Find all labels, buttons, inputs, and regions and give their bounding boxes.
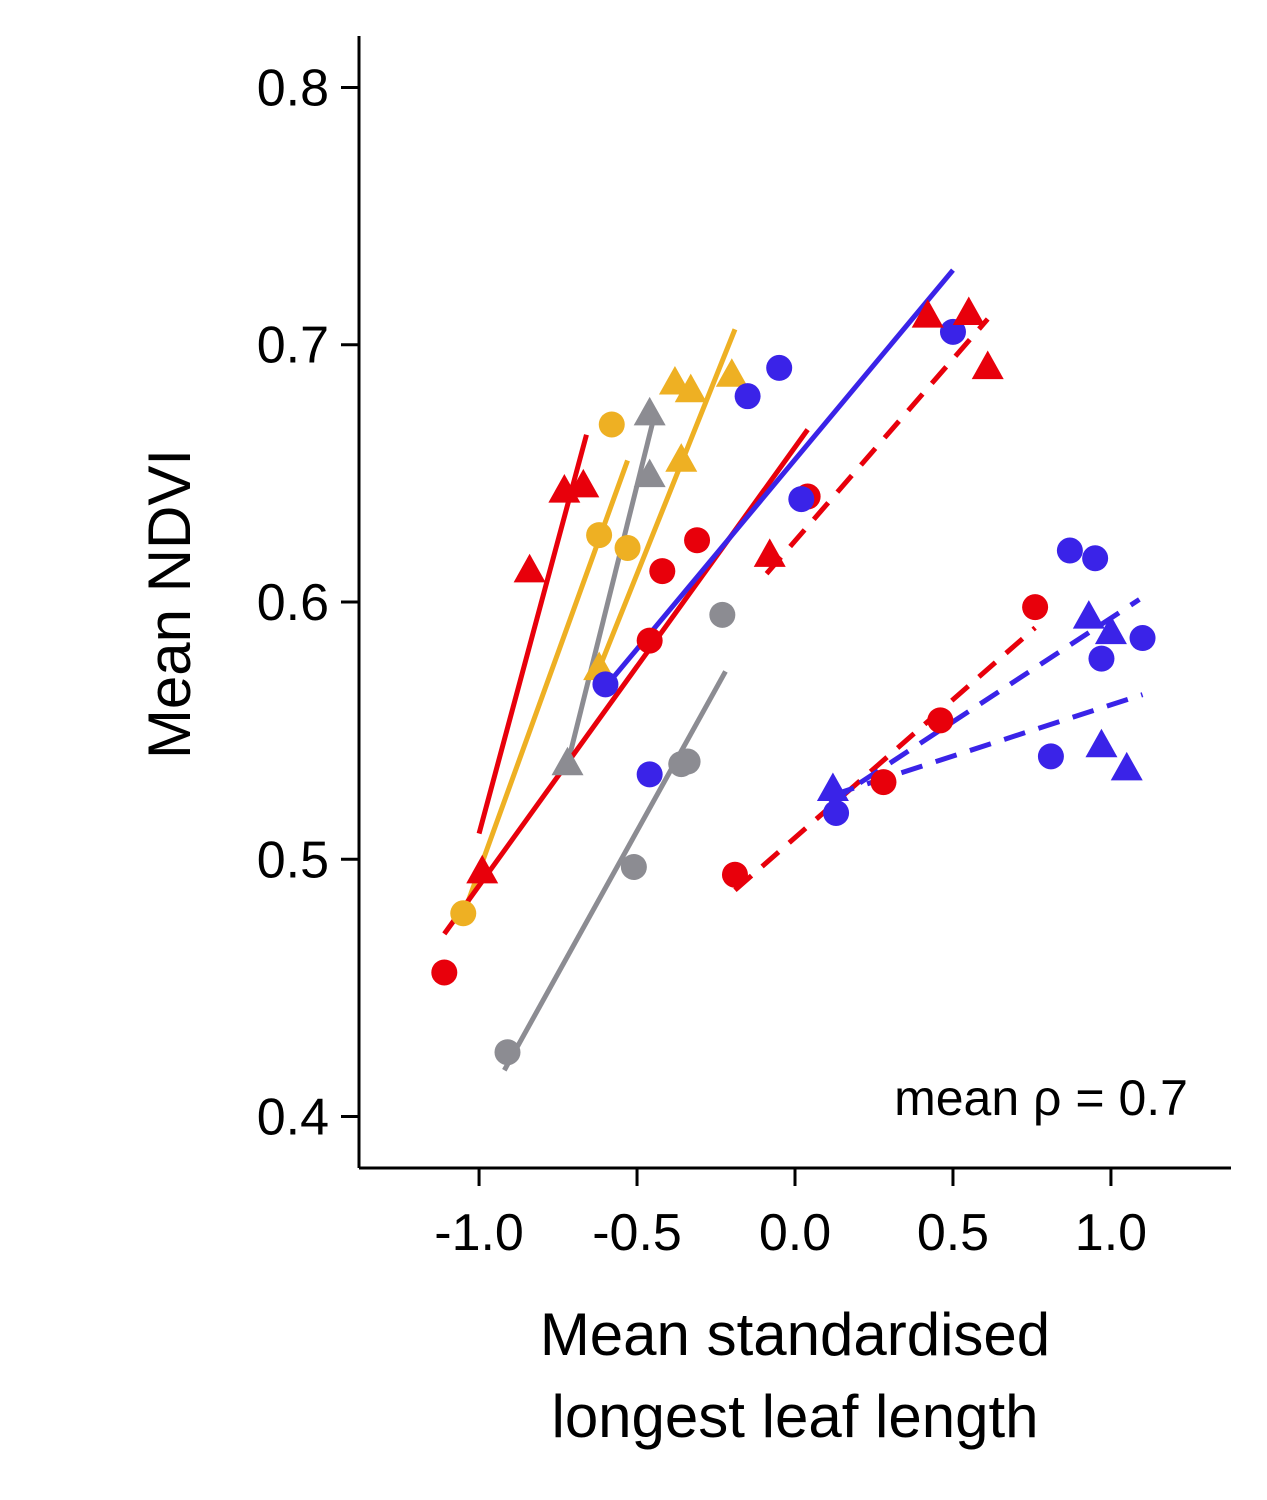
data-markers (431, 296, 1156, 1066)
point-circle-blue (1129, 625, 1156, 652)
point-circle-red (1022, 594, 1049, 621)
x-tick-label: 1.0 (1075, 1204, 1147, 1262)
point-circle-red (431, 959, 458, 986)
point-circle-blue (939, 318, 966, 345)
point-triangle-red (753, 538, 786, 567)
point-triangle-blue (1072, 600, 1105, 629)
point-triangle-red (971, 350, 1004, 380)
point-circle-red (636, 627, 663, 654)
point-circle-gray (494, 1039, 521, 1066)
point-triangle-red (513, 553, 546, 583)
point-circle-red (649, 558, 676, 585)
point-circle-blue (766, 354, 793, 381)
point-circle-orange (614, 534, 641, 561)
point-triangle-orange (658, 365, 691, 395)
point-circle-orange (450, 900, 477, 927)
y-tick-label: 0.6 (257, 574, 329, 632)
point-circle-blue (788, 486, 815, 513)
point-circle-gray (674, 748, 701, 775)
x-tick-label: -0.5 (592, 1204, 682, 1262)
point-circle-orange (586, 522, 613, 549)
point-circle-red (870, 769, 897, 796)
y-ticks: 0.4 0.5 0.6 0.7 0.8 (257, 59, 359, 1147)
y-tick-label: 0.5 (257, 831, 329, 889)
point-triangle-red (567, 468, 600, 498)
fit-lines (442, 268, 1144, 1072)
point-circle-gray (709, 601, 736, 628)
point-circle-blue (592, 671, 619, 698)
point-triangle-orange (674, 373, 707, 403)
point-triangle-red (952, 296, 985, 326)
point-triangle-orange (665, 443, 698, 472)
fit-line-blue-dashed (828, 597, 1141, 805)
x-tick-label: 0.5 (917, 1204, 989, 1262)
point-circle-gray (620, 853, 647, 880)
point-circle-blue (734, 383, 761, 410)
y-tick-label: 0.8 (257, 59, 329, 117)
point-triangle-red (466, 854, 499, 884)
x-tick-label: -1.0 (434, 1204, 524, 1262)
point-triangle-gray (633, 396, 666, 426)
point-circle-blue (1082, 545, 1109, 572)
point-triangle-blue (1085, 728, 1118, 758)
x-axis-title-line-2: longest leaf length (551, 1383, 1038, 1450)
point-triangle-blue (1094, 615, 1127, 645)
point-triangle-gray (633, 458, 666, 488)
point-circle-red (721, 861, 748, 888)
point-circle-blue (823, 799, 850, 826)
point-circle-red (684, 527, 711, 554)
point-triangle-blue (816, 772, 849, 802)
fit-line-red-dashed (764, 317, 990, 576)
fit-line-orange-solid (593, 328, 738, 678)
point-circle-blue (1088, 645, 1115, 672)
point-circle-red (927, 707, 954, 734)
x-tick-label: 0.0 (759, 1204, 831, 1262)
axes (357, 36, 1231, 1170)
point-circle-orange (598, 411, 625, 438)
y-axis-title: Mean NDVI (136, 449, 203, 759)
fit-line-gray-solid (502, 670, 728, 1072)
point-triangle-blue (1110, 751, 1143, 781)
point-circle-blue (1037, 743, 1064, 770)
annotation-mean-rho: mean ρ = 0.7 (894, 1070, 1188, 1126)
point-triangle-orange (715, 358, 748, 387)
point-triangle-gray (551, 746, 584, 776)
point-triangle-red (911, 299, 944, 328)
point-circle-blue (1056, 537, 1083, 564)
x-axis-title-line-1: Mean standardised (540, 1301, 1050, 1368)
fit-line-blue-solid (603, 268, 955, 689)
x-ticks: -1.0 -0.5 0.0 0.5 1.0 (434, 1168, 1147, 1262)
y-tick-label: 0.7 (257, 317, 329, 375)
point-circle-blue (636, 761, 663, 788)
fit-line-red-dashed (733, 625, 1037, 893)
y-tick-label: 0.4 (257, 1089, 329, 1147)
